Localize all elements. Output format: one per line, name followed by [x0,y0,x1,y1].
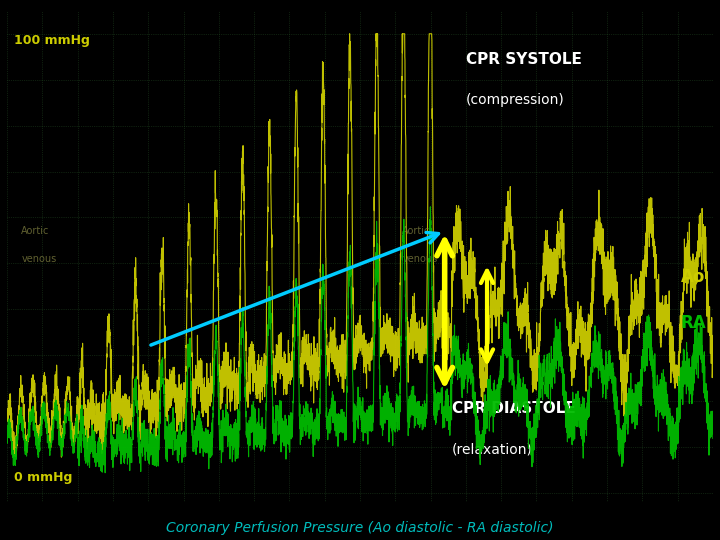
Text: 100 mmHg: 100 mmHg [14,34,90,47]
Text: venous: venous [402,254,438,264]
Text: Ao: Ao [681,268,706,286]
Text: Aortic: Aortic [402,226,431,236]
Text: (compression): (compression) [466,93,564,107]
Text: CPR DIASTOLE: CPR DIASTOLE [451,401,575,416]
Text: (relaxation): (relaxation) [451,442,533,456]
Text: Coronary Perfusion Pressure (Ao diastolic - RA diastolic): Coronary Perfusion Pressure (Ao diastoli… [166,521,554,535]
Text: RA: RA [680,314,706,332]
Text: 0 mmHg: 0 mmHg [14,471,73,484]
Text: CPR SYSTOLE: CPR SYSTOLE [466,52,582,67]
Text: venous: venous [22,254,57,264]
Text: Aortic: Aortic [22,226,50,236]
